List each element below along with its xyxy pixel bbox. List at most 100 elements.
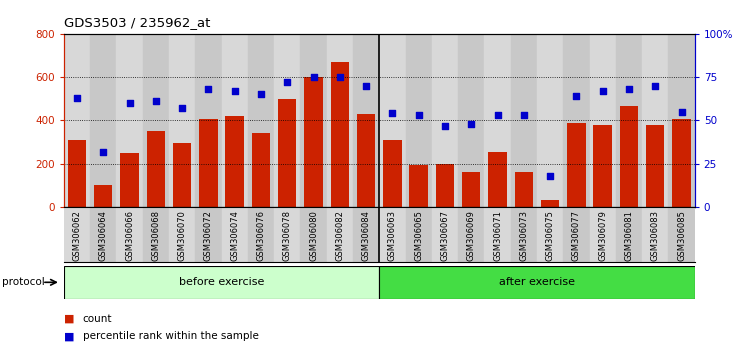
Text: GSM306074: GSM306074	[231, 210, 239, 261]
Text: GSM306082: GSM306082	[336, 210, 344, 261]
Text: GSM306067: GSM306067	[441, 210, 449, 261]
Bar	[409, 165, 428, 207]
Point	[176, 105, 188, 111]
Bar	[668, 207, 695, 262]
Text: GSM306073: GSM306073	[520, 210, 528, 261]
Bar	[511, 34, 537, 207]
Point	[98, 149, 110, 154]
Text: GSM306080: GSM306080	[309, 210, 318, 261]
Bar	[68, 140, 86, 207]
Text: after exercise: after exercise	[499, 277, 575, 287]
Bar	[300, 207, 327, 262]
Point	[360, 83, 372, 88]
Text: GSM306069: GSM306069	[467, 210, 475, 261]
Bar	[590, 207, 616, 262]
Bar	[274, 207, 300, 262]
Bar	[90, 34, 116, 207]
Point	[597, 88, 609, 94]
Point	[334, 74, 346, 80]
Bar	[116, 207, 143, 262]
Bar	[278, 99, 297, 207]
Bar	[436, 164, 454, 207]
Bar	[248, 34, 274, 207]
Text: GSM306081: GSM306081	[625, 210, 633, 261]
Point	[413, 112, 425, 118]
Bar	[146, 131, 165, 207]
Bar	[143, 207, 169, 262]
Bar	[406, 34, 432, 207]
Bar	[642, 34, 668, 207]
Point	[571, 93, 583, 99]
Point	[203, 86, 215, 92]
Bar	[195, 207, 222, 262]
Text: before exercise: before exercise	[179, 277, 264, 287]
Text: protocol: protocol	[2, 277, 45, 287]
Bar	[120, 153, 139, 207]
Bar	[514, 172, 533, 207]
Bar	[169, 207, 195, 262]
Point	[518, 112, 530, 118]
Bar	[563, 34, 590, 207]
Bar	[383, 140, 402, 207]
Bar	[593, 125, 612, 207]
Point	[308, 74, 320, 80]
Text: GSM306066: GSM306066	[125, 210, 134, 261]
Text: GSM306085: GSM306085	[677, 210, 686, 261]
Bar	[563, 207, 590, 262]
Bar	[537, 207, 563, 262]
Text: GSM306071: GSM306071	[493, 210, 502, 261]
Bar	[567, 122, 586, 207]
Text: GSM306078: GSM306078	[283, 210, 291, 261]
Bar	[330, 62, 349, 207]
Bar	[620, 106, 638, 207]
Bar	[590, 34, 616, 207]
Bar	[143, 34, 169, 207]
Text: GSM306083: GSM306083	[651, 210, 659, 261]
Bar	[488, 152, 507, 207]
Bar	[357, 114, 376, 207]
Bar	[379, 207, 406, 262]
Bar	[225, 116, 244, 207]
Bar	[646, 125, 665, 207]
Bar	[252, 133, 270, 207]
Bar	[327, 34, 353, 207]
Bar	[222, 207, 248, 262]
Point	[255, 92, 267, 97]
Point	[466, 121, 478, 127]
Bar	[327, 207, 353, 262]
Bar	[304, 77, 323, 207]
Bar	[169, 34, 195, 207]
Text: GSM306075: GSM306075	[546, 210, 554, 261]
Point	[623, 86, 635, 92]
Text: GSM306070: GSM306070	[178, 210, 186, 261]
FancyBboxPatch shape	[64, 266, 379, 299]
Bar	[511, 207, 537, 262]
Text: GSM306084: GSM306084	[362, 210, 370, 261]
Bar	[64, 207, 90, 262]
Bar	[616, 207, 642, 262]
Text: GSM306063: GSM306063	[388, 210, 397, 261]
Text: GSM306068: GSM306068	[152, 210, 160, 261]
Point	[150, 98, 162, 104]
Bar	[541, 200, 559, 207]
Bar	[64, 34, 90, 207]
Text: percentile rank within the sample: percentile rank within the sample	[83, 331, 258, 341]
Bar	[379, 34, 406, 207]
Text: GSM306062: GSM306062	[73, 210, 81, 261]
Bar	[353, 34, 379, 207]
Bar	[668, 34, 695, 207]
Bar	[616, 34, 642, 207]
Bar	[432, 34, 458, 207]
Point	[544, 173, 556, 179]
Point	[282, 79, 294, 85]
Text: GSM306065: GSM306065	[415, 210, 423, 261]
Bar	[353, 207, 379, 262]
Bar	[537, 34, 563, 207]
Bar	[274, 34, 300, 207]
Text: GSM306072: GSM306072	[204, 210, 213, 261]
Bar	[432, 207, 458, 262]
Bar	[642, 207, 668, 262]
Point	[229, 88, 241, 94]
Bar	[94, 185, 113, 207]
Bar	[195, 34, 222, 207]
